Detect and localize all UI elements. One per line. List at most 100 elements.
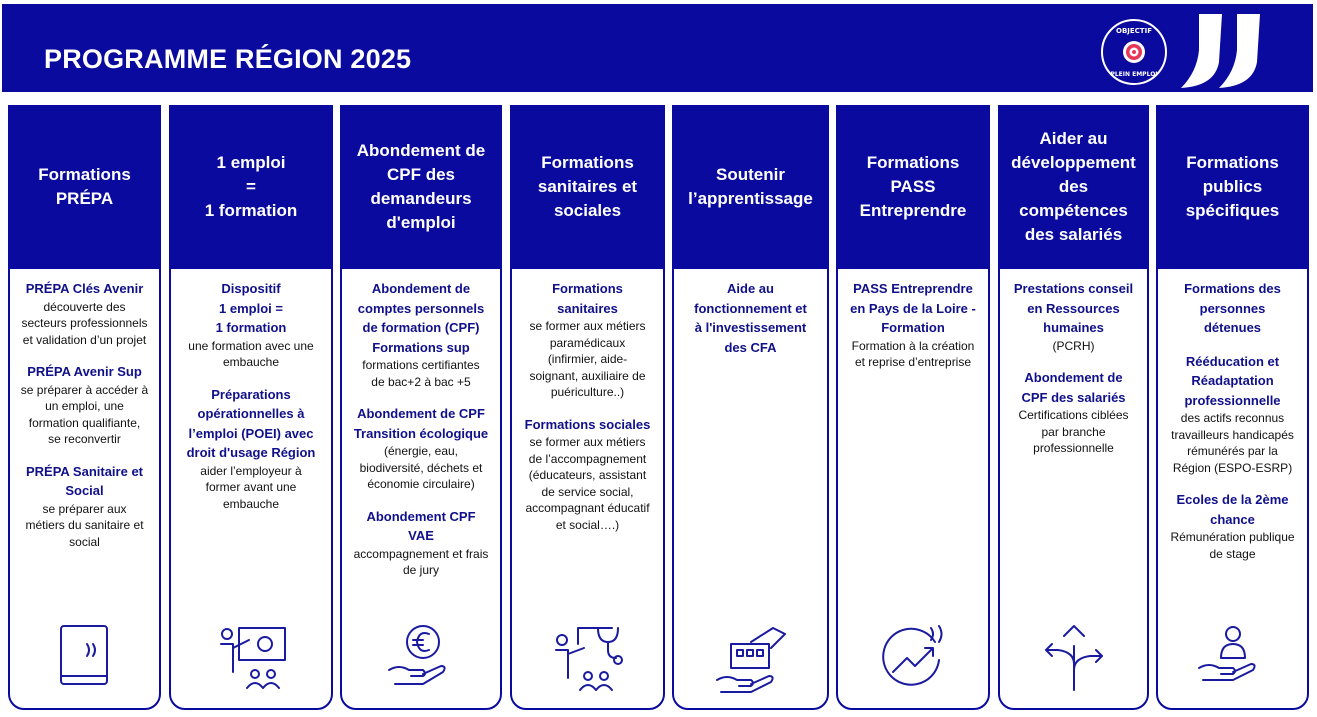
program-description: travailleurs handicapés: [1171, 427, 1294, 442]
program-description: embauche: [222, 355, 280, 369]
column-title-line: 1 emploi: [216, 153, 286, 172]
program-description: formations certifiantes: [362, 358, 480, 372]
program-description: former avant une: [205, 480, 297, 494]
program-description: de l’accompagnement: [528, 451, 647, 466]
program-description: Certifications ciblées: [1018, 408, 1129, 422]
program-name: Formations: [552, 281, 623, 296]
region-logo: [1181, 14, 1260, 88]
program-description: embauche: [222, 496, 280, 511]
program-description: métiers du sanitaire et: [25, 518, 144, 532]
column-1: Formations PRÉPA PRÉPA Clés Avenir découver…: [8, 105, 161, 710]
program-description: (infirmier, aide-: [547, 352, 628, 366]
program-name: l’emploi (POEI) avec: [188, 425, 314, 441]
program-item: Dispositif 1 emploi = 1 formation une forma…: [177, 279, 325, 371]
program-name: comptes personnels: [357, 300, 485, 316]
column-2: 1 emploi = 1 formation Dispositif 1 emploi =…: [169, 105, 333, 710]
program-name: Abondement de: [1024, 370, 1123, 385]
program-description: découverte des: [43, 299, 126, 314]
column-body: Aide au fonctionnement et à l'investisseme…: [680, 279, 821, 371]
program-description: social: [69, 534, 100, 549]
program-name: PRÉPA Clés Avenir: [25, 281, 144, 296]
arrows-directions-icon: [1044, 625, 1103, 691]
column-title-line: Formations: [1186, 153, 1279, 172]
column-title-line: CPF des: [386, 165, 456, 184]
program-name: personnes: [1199, 300, 1266, 316]
column-title: Soutenir l’apprentissage: [672, 105, 829, 269]
column-body: PASS Entreprendre en Pays de la Loire - Fo…: [844, 279, 982, 385]
program-description: et validation d’un projet: [22, 332, 147, 347]
column-title-line: sanitaires et: [537, 177, 638, 196]
column-5: Soutenir l’apprentissage Aide au fonctionne…: [672, 105, 829, 710]
program-item: Abondement de CPF Transition écologique (é…: [348, 404, 494, 493]
column-title-line: =: [246, 177, 256, 196]
program-name: Abondement de: [371, 281, 471, 296]
program-description: par branche: [1041, 424, 1106, 439]
program-description: de service social,: [541, 484, 634, 499]
column-title-line: l’apprentissage: [688, 189, 813, 208]
program-name: Dispositif: [221, 281, 281, 296]
program-description: de stage: [1209, 546, 1256, 561]
program-name: opérationnelles à: [197, 406, 305, 421]
program-name: Ecoles de la 2ème: [1176, 492, 1289, 507]
program-item: Rééducation et Réadaptation professionnell…: [1164, 352, 1301, 477]
program-description: se former aux métiers: [529, 435, 646, 449]
column-8: Formations publics spécifiques Formations d…: [1156, 105, 1309, 710]
program-description: un emploi, une: [45, 399, 124, 413]
svg-text:OBJECTIF: OBJECTIF: [1116, 27, 1152, 35]
program-name: Formations des: [1184, 281, 1281, 296]
program-description: accompagnant éducatif: [525, 501, 650, 515]
program-name: en Pays de la Loire -: [850, 300, 976, 316]
column-title-line: Formations: [866, 153, 960, 172]
program-description: formation qualifiante,: [28, 415, 141, 430]
column-title-line: Abondement de: [356, 141, 486, 160]
program-description: aider l’employeur à: [200, 463, 302, 478]
column-title-line: Formations: [541, 153, 634, 172]
program-item: PRÉPA Avenir Sup se préparer à accéder à u…: [16, 362, 153, 448]
program-description: de jury: [402, 563, 440, 577]
column-title: Aider au développement des compétences des s…: [998, 105, 1149, 269]
column-title-line: Entreprendre: [859, 201, 967, 220]
program-name: Abondement de CPF: [357, 406, 485, 421]
program-item: Préparations opérationnelles à l’emploi (P…: [177, 385, 325, 513]
column-body: PRÉPA Clés Avenir découverte des secteurs …: [16, 279, 153, 564]
program-item: Abondement CPF VAE accompagnement et frais…: [348, 507, 494, 579]
column-body: Formations sanitaires se former aux métier…: [518, 279, 657, 547]
program-name: Formations sociales: [524, 416, 651, 432]
program-description: (énergie, eau,: [383, 444, 459, 458]
column-title-line: Aider au: [1039, 129, 1108, 148]
program-item: Formations sanitaires se former aux métier…: [518, 279, 657, 401]
euro-hand-icon: [388, 625, 446, 685]
column-title-line: d'emploi: [386, 213, 456, 232]
program-name: Formation: [881, 320, 945, 335]
teacher-icon: [220, 627, 286, 689]
column-body: Abondement de comptes personnels de format…: [348, 279, 494, 593]
growth-chart-icon: [882, 625, 943, 686]
column-title-line: développement: [1011, 153, 1136, 172]
column-7: Aider au développement des compétences des s…: [998, 105, 1149, 710]
program-name: professionnelle: [1184, 392, 1281, 408]
program-description: Région (ESPO-ESRP): [1172, 460, 1293, 475]
program-item: Formations des personnes détenues: [1164, 279, 1301, 338]
program-name: VAE: [408, 528, 434, 543]
program-description: se former aux métiers: [529, 319, 646, 333]
header-bar: PROGRAMME RÉGION 2025 OBJECTIF PLEIN EMP…: [2, 4, 1313, 92]
column-title-line: demandeurs: [370, 189, 472, 208]
column-title-line: publics: [1202, 177, 1263, 196]
program-name: Social: [65, 483, 104, 498]
program-description: et reprise d’entreprise: [854, 355, 972, 369]
program-name: CPF des salariés: [1021, 389, 1126, 405]
column-title-line: sociales: [553, 201, 622, 220]
program-description: et social….): [555, 517, 620, 532]
program-name: 1 emploi =: [219, 300, 283, 316]
column-4: Formations sanitaires et sociales Formation…: [510, 105, 665, 710]
program-description: de bac+2 à bac +5: [371, 374, 471, 389]
column-title-line: spécifiques: [1185, 201, 1280, 220]
column-title: Formations sanitaires et sociales: [510, 105, 665, 269]
program-name: de formation (CPF): [362, 320, 480, 335]
stethoscope-teacher-icon: [554, 627, 623, 691]
program-description: accompagnement et frais: [353, 546, 489, 561]
program-item: Ecoles de la 2ème chance Rémunération publ…: [1164, 490, 1301, 562]
program-name: détenues: [1203, 320, 1262, 335]
program-description: Formation à la création: [851, 338, 975, 353]
program-description: (PCRH): [1052, 338, 1095, 353]
